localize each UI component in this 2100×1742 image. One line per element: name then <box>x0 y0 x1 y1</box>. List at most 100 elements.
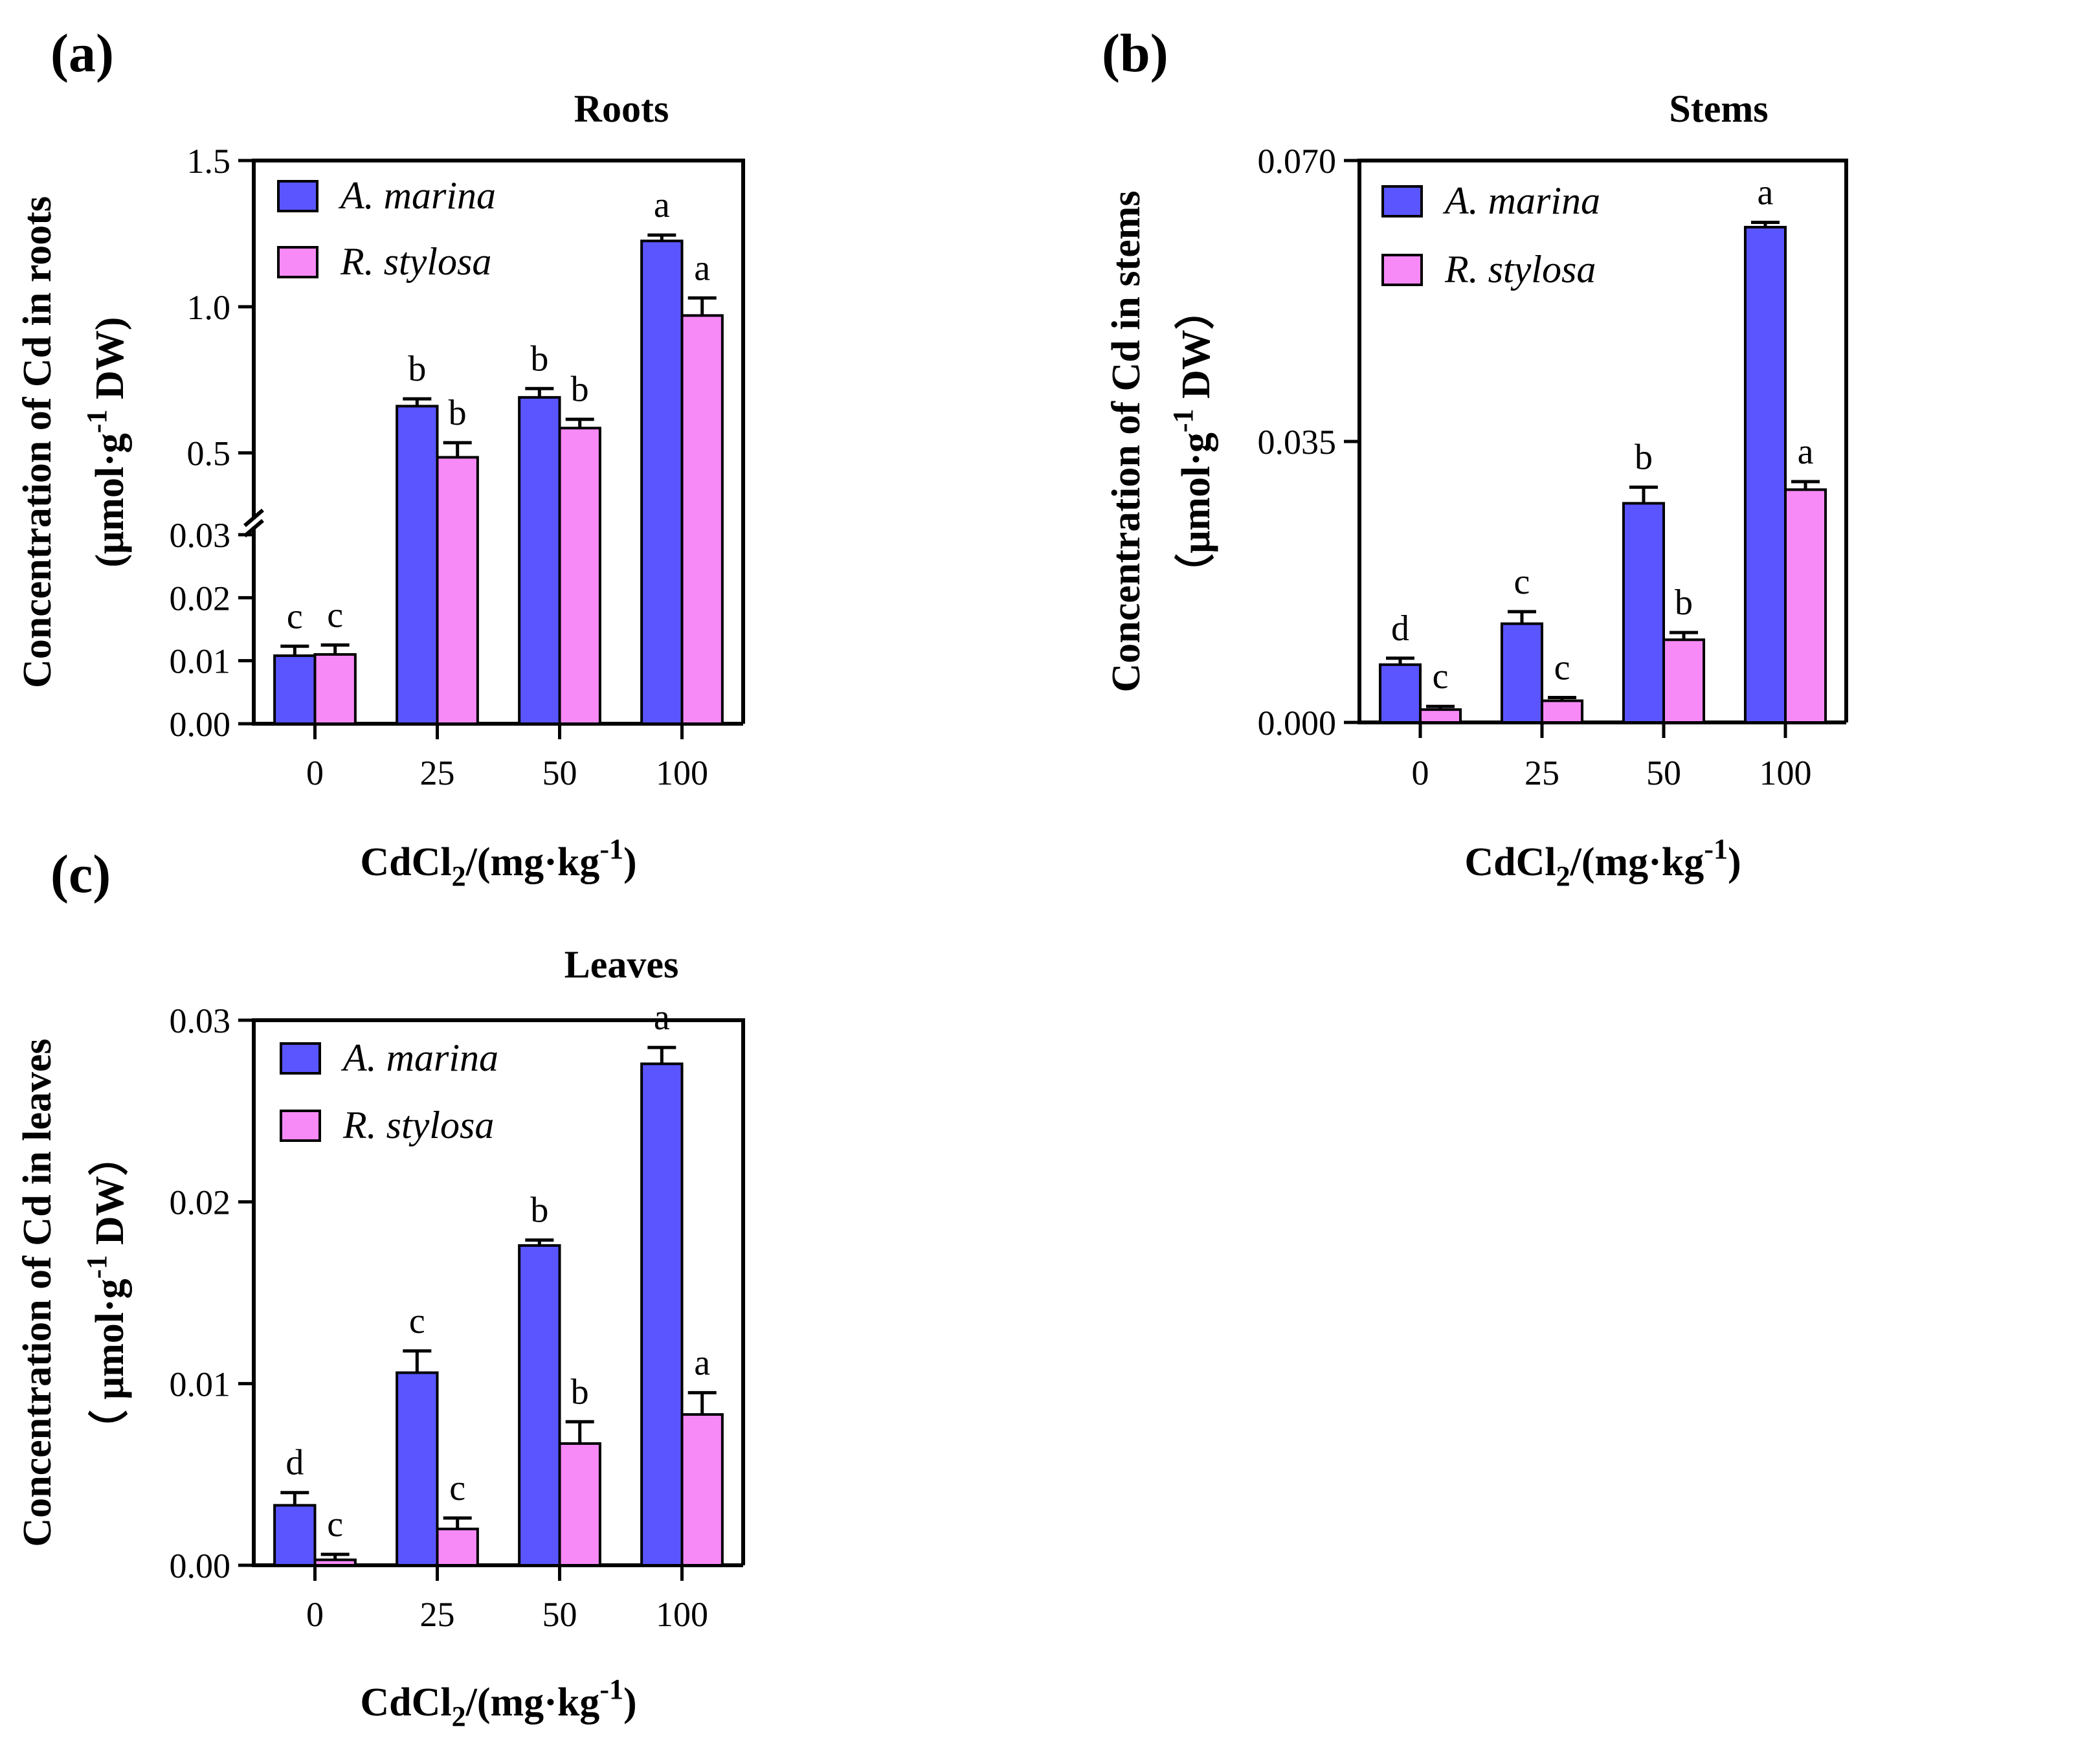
x-label-end: ) <box>623 840 637 884</box>
legend-swatch-a-marina <box>1381 185 1423 218</box>
legend-swatch-a-marina <box>277 180 318 212</box>
x-axis-label: CdCl2/(mg·kg-1) <box>1464 833 1741 892</box>
bar-a-marina <box>518 396 561 725</box>
axis-break-mark <box>243 508 264 528</box>
bar-a-marina <box>1500 622 1543 724</box>
legend-swatch-r-stylosa <box>280 1110 321 1142</box>
bar-a-marina <box>640 240 684 726</box>
significance-letter: b <box>530 339 548 379</box>
x-label-main: CdCl <box>360 1681 451 1725</box>
bar-a-marina <box>640 1062 684 1567</box>
panel-label: (c) <box>50 844 111 904</box>
x-label-subscript: 2 <box>1556 860 1570 892</box>
panel-label: (a) <box>50 23 114 84</box>
x-tick-label: 100 <box>1759 754 1812 792</box>
y-tick-label: 0.03 <box>170 516 231 555</box>
y-tick-label: 1.0 <box>187 288 231 327</box>
significance-letter: b <box>571 370 589 410</box>
y-tick-label: 1.5 <box>187 142 231 181</box>
x-tick-label: 25 <box>1525 754 1559 792</box>
significance-letter: a <box>694 1343 710 1383</box>
bar-a-marina <box>396 1371 439 1567</box>
bar-r-stylosa <box>1784 488 1827 724</box>
x-tick-label: 0 <box>306 1595 324 1634</box>
legend-swatch-r-stylosa <box>1381 254 1423 286</box>
chart-title: Leaves <box>564 943 679 986</box>
y-tick-label: 0.03 <box>170 1001 231 1040</box>
significance-letter: d <box>1391 609 1409 649</box>
y-label-superscript: -1 <box>81 409 113 433</box>
x-label-main: CdCl <box>1464 840 1556 884</box>
bar-a-marina <box>273 654 317 726</box>
y-tick-label: 0.070 <box>1258 142 1337 181</box>
bar-r-stylosa <box>313 653 357 726</box>
legend-label: A. marina <box>1442 179 1600 222</box>
y-axis-label-line1: Concentration of Cd in leaves <box>16 1038 60 1547</box>
chart-title: Roots <box>574 87 669 130</box>
y-tick-label: 0.01 <box>170 1365 231 1403</box>
significance-letter: a <box>694 248 710 288</box>
x-tick-label: 25 <box>420 1595 455 1634</box>
y-tick-label: 0.000 <box>1258 704 1337 743</box>
significance-letter: c <box>1514 562 1530 602</box>
bar-a-marina <box>1622 502 1665 724</box>
y-tick-label: 0.00 <box>170 705 231 744</box>
y-label-tail: DW） <box>1173 289 1218 408</box>
significance-letter: a <box>1758 172 1774 212</box>
significance-letter: a <box>654 185 670 225</box>
bar-a-marina <box>396 405 439 726</box>
significance-letter: b <box>1675 583 1693 623</box>
y-axis-label-line2: （ μmol·g-1 DW） <box>81 1135 132 1449</box>
y-tick-label: 0.00 <box>170 1547 231 1585</box>
significance-letter: c <box>409 1301 425 1341</box>
x-axis-label: CdCl2/(mg·kg-1) <box>360 1673 636 1732</box>
y-label-main: （μmol·g <box>1173 432 1218 594</box>
bar-a-marina <box>1743 225 1787 724</box>
bar-a-marina <box>518 1244 561 1567</box>
y-tick-label: 0.5 <box>187 434 231 473</box>
x-label-superscript: -1 <box>1704 833 1728 865</box>
x-label-end: ) <box>623 1681 637 1725</box>
y-label-main: (μmol·g <box>88 433 132 567</box>
legend-label: A. marina <box>338 174 496 217</box>
y-axis-label-line2: （μmol·g-1 DW） <box>1167 289 1218 594</box>
y-tick-label: 0.02 <box>170 1183 231 1222</box>
significance-letter: b <box>408 349 426 389</box>
legend-swatch-r-stylosa <box>277 246 318 278</box>
significance-letter: c <box>327 595 343 635</box>
y-axis-label-line1: Concentration of Cd in stems <box>1104 191 1148 693</box>
bar-r-stylosa <box>436 456 479 725</box>
significance-letter: d <box>285 1443 304 1483</box>
significance-letter: b <box>1635 438 1653 478</box>
x-label-superscript: -1 <box>599 1673 623 1705</box>
significance-letter: c <box>449 1468 465 1508</box>
x-label-tail: /(mg·kg <box>465 840 600 884</box>
significance-letter: c <box>1554 648 1570 688</box>
bar-a-marina <box>273 1504 317 1567</box>
y-axis-label-line1: Concentration of Cd in roots <box>16 196 60 688</box>
significance-letter: a <box>654 998 670 1038</box>
x-axis-label: CdCl2/(mg·kg-1) <box>360 833 636 892</box>
y-tick-label: 0.035 <box>1258 423 1337 462</box>
legend-label: R. stylosa <box>342 1104 494 1146</box>
significance-letter: c <box>287 596 303 636</box>
x-label-subscript: 2 <box>452 1701 466 1732</box>
legend-label: R. stylosa <box>340 240 491 283</box>
significance-letter: c <box>1433 656 1449 697</box>
y-label-main: （ μmol·g <box>87 1279 132 1449</box>
y-label-tail: DW) <box>88 317 132 410</box>
x-tick-label: 50 <box>542 754 577 792</box>
significance-letter: a <box>1798 432 1814 472</box>
significance-letter: b <box>530 1190 548 1231</box>
x-label-superscript: -1 <box>599 833 623 865</box>
x-tick-label: 0 <box>306 754 324 792</box>
x-label-end: ) <box>1728 840 1741 884</box>
x-label-main: CdCl <box>360 840 451 884</box>
bar-r-stylosa <box>436 1527 479 1567</box>
bar-r-stylosa <box>680 1413 724 1567</box>
significance-letter: c <box>327 1504 343 1545</box>
y-label-superscript: -1 <box>81 1255 113 1279</box>
